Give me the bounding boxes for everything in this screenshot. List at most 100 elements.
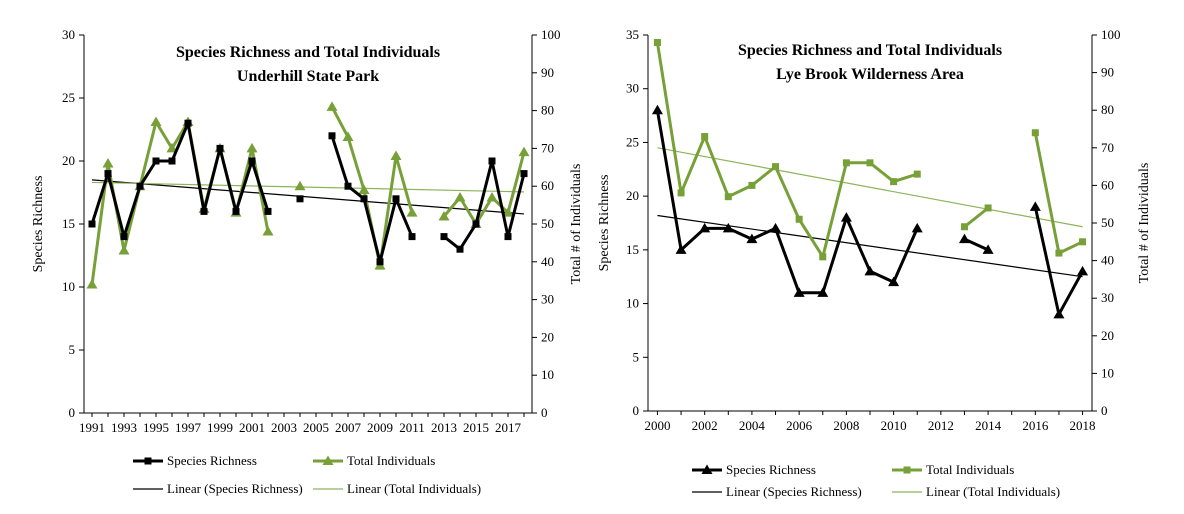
y2-tick-label: 60	[541, 178, 554, 193]
data-point	[724, 193, 732, 201]
y-tick-label: 0	[633, 403, 640, 418]
y2-tick-label: 20	[1101, 328, 1114, 343]
data-point	[86, 278, 98, 289]
x-tick-label: 2015	[463, 420, 489, 435]
y-tick-label: 25	[62, 90, 75, 105]
legend-marker	[144, 457, 152, 465]
chart-title-line: Underhill State Park	[237, 68, 379, 85]
data-point	[104, 170, 112, 178]
y2-tick-label: 0	[1101, 403, 1108, 418]
data-point	[701, 133, 709, 141]
x-tick-label: 2003	[271, 420, 297, 435]
data-point	[890, 178, 898, 186]
y2-tick-label: 100	[541, 27, 561, 42]
chart-title-line: Lye Brook Wilderness Area	[776, 66, 964, 83]
y2-tick-label: 90	[1101, 65, 1114, 80]
x-tick-label: 2012	[928, 418, 954, 433]
data-point	[677, 189, 685, 197]
data-point	[296, 195, 304, 203]
data-point	[262, 226, 274, 236]
series-line	[655, 109, 1084, 316]
legend: Species Richness Total Individuals Linear …	[133, 453, 481, 496]
data-point	[842, 159, 850, 167]
y2-tick-label: 50	[1101, 215, 1114, 230]
y-tick-label: 15	[62, 216, 75, 231]
data-point	[958, 233, 970, 244]
series-species-richness	[651, 104, 1089, 319]
data-point	[342, 131, 354, 142]
data-point	[184, 119, 192, 127]
x-tick-label: 1991	[79, 420, 105, 435]
chart-1: 0 5 10 15 20 25 30 0 10 20 30 40 50 60 70 80 90 100 1991 19…	[31, 27, 584, 496]
chart-title-line: Species Richness and Total Individuals	[738, 42, 1002, 59]
x-tick-label: 2004	[739, 418, 766, 433]
legend-label: Linear (Total Individuals)	[347, 481, 481, 496]
data-point	[866, 159, 874, 167]
series-species-richness	[88, 119, 528, 266]
legend-label: Linear (Total Individuals)	[926, 484, 1060, 499]
data-point	[888, 276, 900, 287]
data-point	[232, 207, 240, 215]
data-point	[150, 116, 162, 126]
y2-axis-title: Total # of Individuals	[1137, 163, 1152, 284]
data-point	[653, 39, 661, 47]
data-point	[793, 287, 805, 297]
data-point	[294, 180, 306, 191]
data-point	[488, 157, 496, 165]
data-point	[102, 158, 114, 168]
data-point	[328, 132, 336, 140]
y-tick-label: 30	[62, 27, 75, 42]
data-point	[392, 195, 400, 203]
data-point	[772, 163, 780, 171]
data-point	[817, 287, 829, 297]
data-point	[120, 233, 128, 241]
y2-tick-label: 90	[541, 65, 554, 80]
x-tick-label: 2009	[367, 420, 393, 435]
x-tick-label: 1993	[111, 420, 137, 435]
y2-axis-title: Total # of Individuals	[569, 164, 584, 285]
x-tick-label: 2017	[495, 420, 522, 435]
y-tick-label: 10	[626, 296, 639, 311]
legend-label: Total Individuals	[347, 453, 435, 468]
legend-label: Linear (Species Richness)	[726, 484, 862, 499]
x-tick-label: 2018	[1070, 418, 1096, 433]
data-point	[166, 142, 178, 153]
x-tick-label: 2007	[335, 420, 362, 435]
data-point	[438, 210, 450, 221]
data-point	[520, 170, 528, 178]
legend-marker	[903, 466, 911, 474]
data-point	[168, 157, 176, 165]
y2-tick-label: 100	[1101, 27, 1121, 42]
data-point	[913, 170, 921, 178]
legend-marker	[701, 464, 713, 474]
y2-tick-label: 10	[1101, 365, 1114, 380]
x-tick-label: 2000	[644, 418, 670, 433]
data-point	[486, 192, 498, 202]
y2-tick-label: 10	[541, 367, 554, 382]
x-tick-label: 2011	[399, 420, 425, 435]
data-point	[819, 253, 827, 261]
legend-label: Total Individuals	[926, 462, 1014, 477]
data-point	[246, 142, 258, 153]
data-point	[984, 204, 992, 212]
y2-tick-label: 70	[1101, 140, 1114, 155]
data-point	[376, 258, 384, 266]
x-tick-label: 2016	[1022, 418, 1049, 433]
y-tick-label: 20	[626, 188, 639, 203]
y2-tick-label: 0	[541, 405, 548, 420]
data-point	[456, 245, 464, 253]
y2-tick-label: 60	[1101, 177, 1114, 192]
data-point	[504, 233, 512, 241]
y-tick-label: 20	[62, 153, 75, 168]
data-point	[502, 207, 514, 217]
data-point	[1053, 308, 1065, 319]
data-point	[406, 207, 418, 217]
data-point	[88, 220, 96, 228]
data-point	[864, 265, 876, 276]
x-tick-label: 2010	[881, 418, 907, 433]
data-point	[216, 144, 224, 152]
data-point	[264, 207, 272, 215]
y2-tick-label: 80	[1101, 102, 1114, 117]
y2-tick-label: 80	[541, 103, 554, 118]
